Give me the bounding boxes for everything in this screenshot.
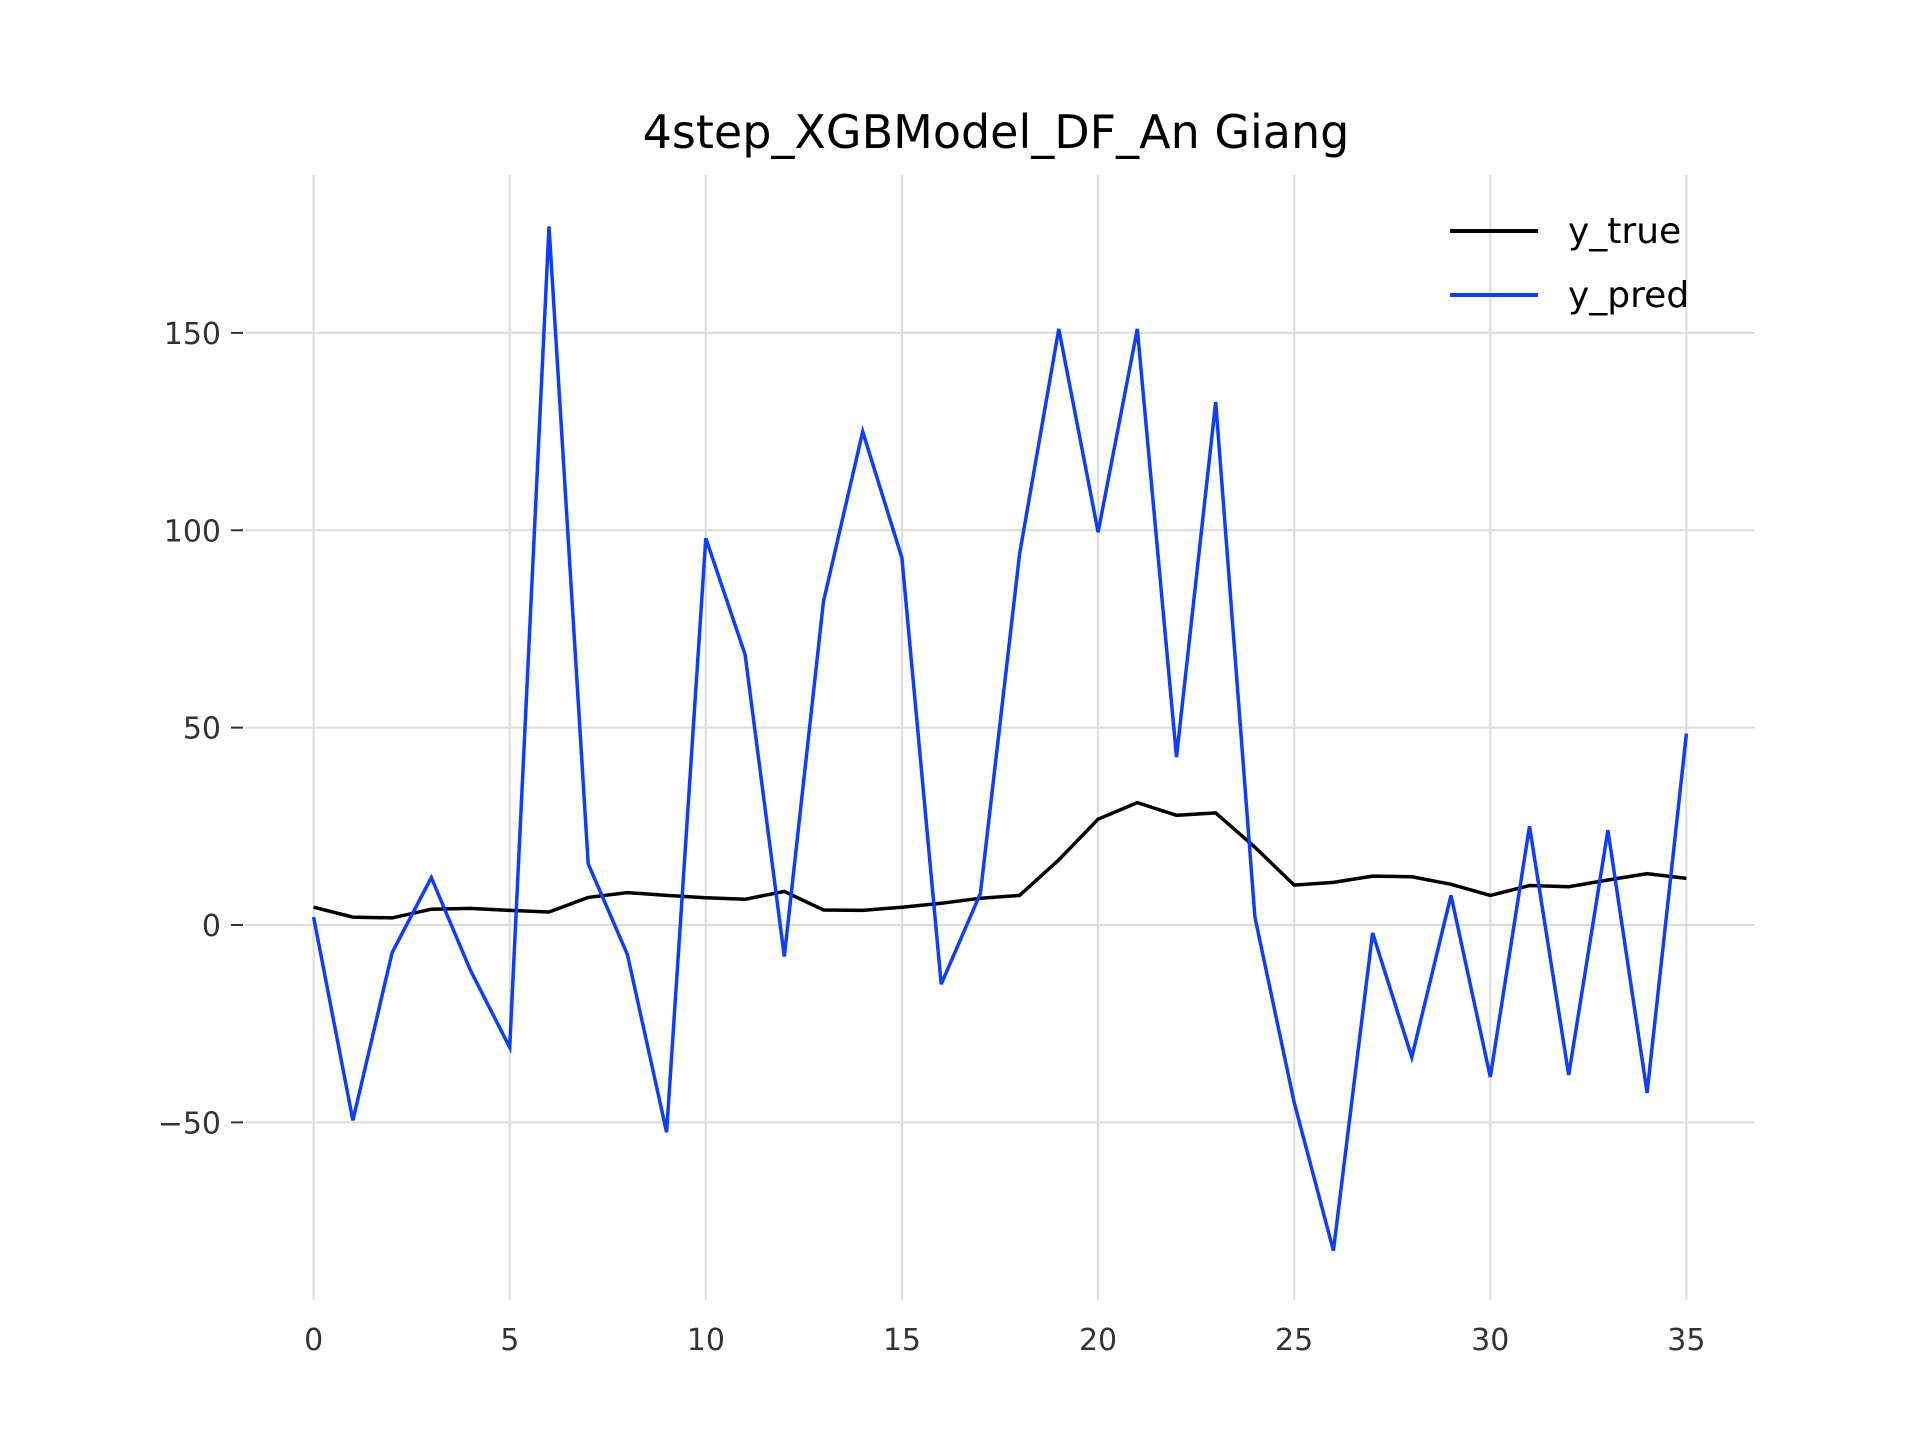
y-tick-label: 0 [202, 909, 221, 944]
y-tick-label: 50 [183, 712, 221, 747]
x-tick-label: 30 [1471, 1323, 1509, 1358]
legend: y_true y_pred [1450, 211, 1689, 316]
y-tick-label: −50 [158, 1106, 221, 1141]
x-tick-label: 35 [1667, 1323, 1705, 1358]
x-tick-label: 10 [687, 1323, 725, 1358]
chart-title: 4step_XGBModel_DF_An Giang [643, 105, 1350, 159]
x-tick-label: 0 [304, 1323, 323, 1358]
y-tick-label: 100 [164, 514, 221, 549]
x-tick-label: 20 [1079, 1323, 1117, 1358]
y-tick-label: 150 [164, 317, 221, 352]
y-axis: −50 0 50 100 150 [158, 317, 243, 1141]
x-tick-label: 5 [500, 1323, 519, 1358]
series-group [314, 226, 1687, 1250]
legend-label-y-true: y_true [1568, 211, 1681, 252]
x-tick-label: 25 [1275, 1323, 1313, 1358]
x-tick-label: 15 [883, 1323, 921, 1358]
series-line-y-pred [314, 226, 1687, 1250]
legend-label-y-pred: y_pred [1568, 275, 1689, 316]
x-axis: 0 5 10 15 20 25 30 35 [304, 1323, 1705, 1358]
